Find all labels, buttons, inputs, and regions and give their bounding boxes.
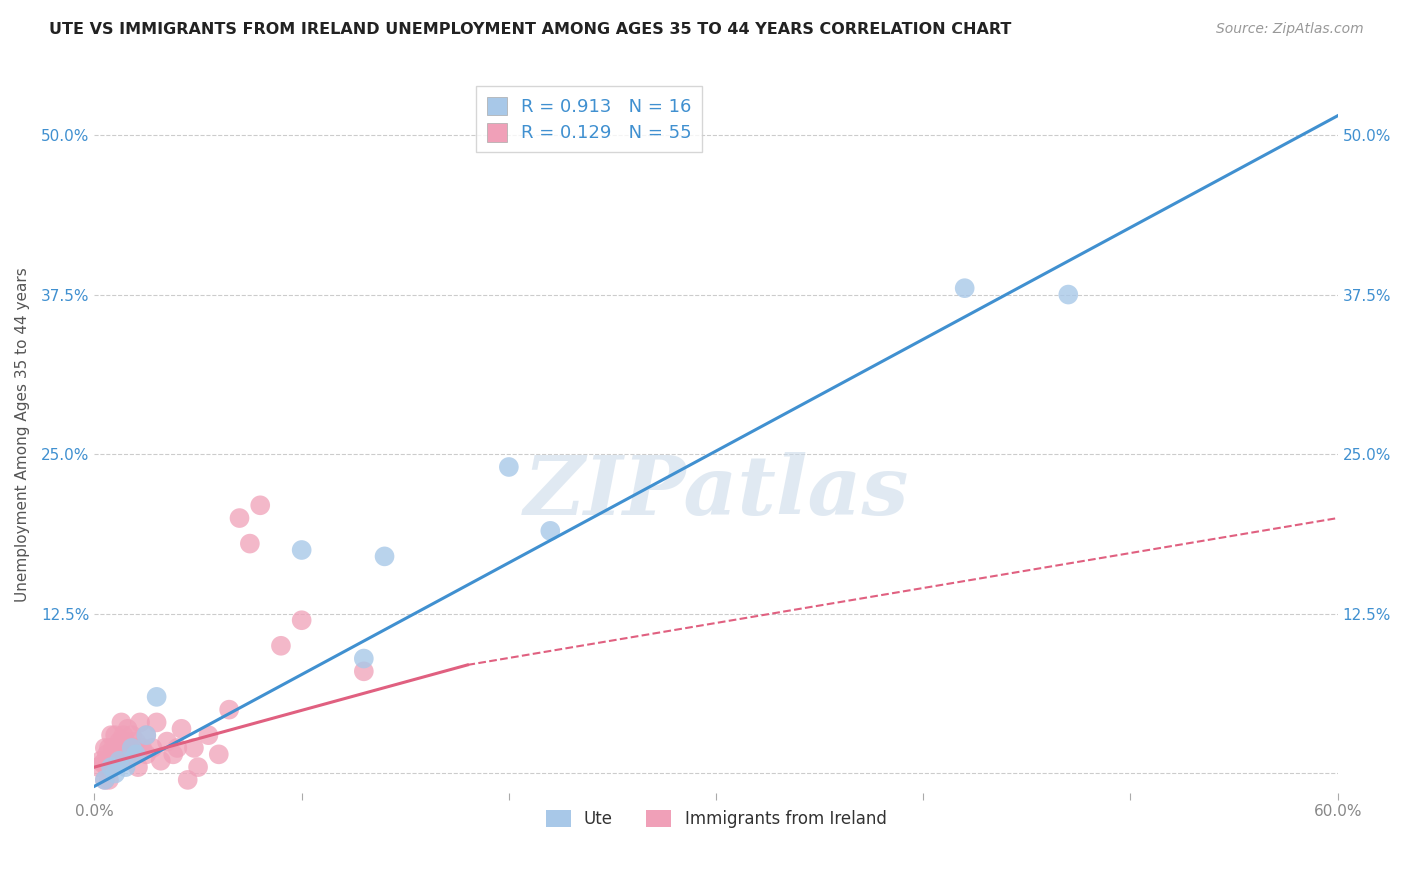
Point: [100, 760, 122, 774]
Point: [162, 747, 184, 762]
Point: [91, 756, 114, 771]
Point: [121, 728, 143, 742]
Point: [114, 760, 136, 774]
Point: [145, 690, 167, 704]
Point: [149, 754, 172, 768]
Point: [98, 741, 121, 756]
Point: [117, 722, 139, 736]
Text: ZIPatlas: ZIPatlas: [523, 452, 908, 533]
Text: Source: ZipAtlas.com: Source: ZipAtlas.com: [1216, 22, 1364, 37]
Point: [374, 549, 396, 564]
Point: [105, 754, 128, 768]
Point: [101, 741, 124, 756]
Point: [100, 728, 122, 742]
Point: [110, 741, 132, 756]
Point: [104, 728, 127, 742]
Point: [121, 747, 143, 762]
Point: [498, 460, 520, 475]
Legend: Ute, Immigrants from Ireland: Ute, Immigrants from Ireland: [538, 803, 893, 834]
Point: [353, 651, 375, 665]
Point: [156, 734, 179, 748]
Point: [953, 281, 976, 295]
Point: [249, 498, 271, 512]
Point: [177, 772, 200, 787]
Point: [353, 665, 375, 679]
Point: [108, 734, 131, 748]
Point: [94, 772, 117, 787]
Point: [104, 766, 127, 780]
Point: [104, 747, 127, 762]
Point: [114, 754, 136, 768]
Y-axis label: Unemployment Among Ages 35 to 44 years: Unemployment Among Ages 35 to 44 years: [15, 268, 30, 602]
Point: [105, 741, 128, 756]
Point: [125, 747, 148, 762]
Point: [108, 754, 131, 768]
Point: [291, 543, 314, 558]
Point: [100, 754, 122, 768]
Point: [291, 613, 314, 627]
Point: [114, 734, 136, 748]
Point: [1057, 287, 1080, 301]
Point: [125, 734, 148, 748]
Point: [135, 747, 157, 762]
Point: [131, 741, 153, 756]
Point: [96, 747, 118, 762]
Point: [118, 741, 141, 756]
Point: [122, 741, 145, 756]
Point: [135, 728, 157, 742]
Text: UTE VS IMMIGRANTS FROM IRELAND UNEMPLOYMENT AMONG AGES 35 TO 44 YEARS CORRELATIO: UTE VS IMMIGRANTS FROM IRELAND UNEMPLOYM…: [49, 22, 1011, 37]
Point: [121, 741, 143, 756]
Point: [218, 703, 240, 717]
Point: [170, 722, 193, 736]
Point: [166, 741, 188, 756]
Point: [112, 728, 135, 742]
Point: [228, 511, 250, 525]
Point: [117, 747, 139, 762]
Point: [239, 536, 262, 550]
Point: [129, 715, 152, 730]
Point: [208, 747, 231, 762]
Point: [270, 639, 292, 653]
Point: [108, 754, 131, 768]
Point: [90, 754, 112, 768]
Point: [110, 715, 132, 730]
Point: [98, 772, 121, 787]
Point: [135, 728, 157, 742]
Point: [96, 760, 118, 774]
Point: [538, 524, 561, 538]
Point: [101, 760, 124, 774]
Point: [94, 772, 117, 787]
Point: [94, 741, 117, 756]
Point: [197, 728, 219, 742]
Point: [183, 741, 205, 756]
Point: [187, 760, 209, 774]
Point: [145, 715, 167, 730]
Point: [141, 741, 163, 756]
Point: [87, 760, 110, 774]
Point: [127, 760, 149, 774]
